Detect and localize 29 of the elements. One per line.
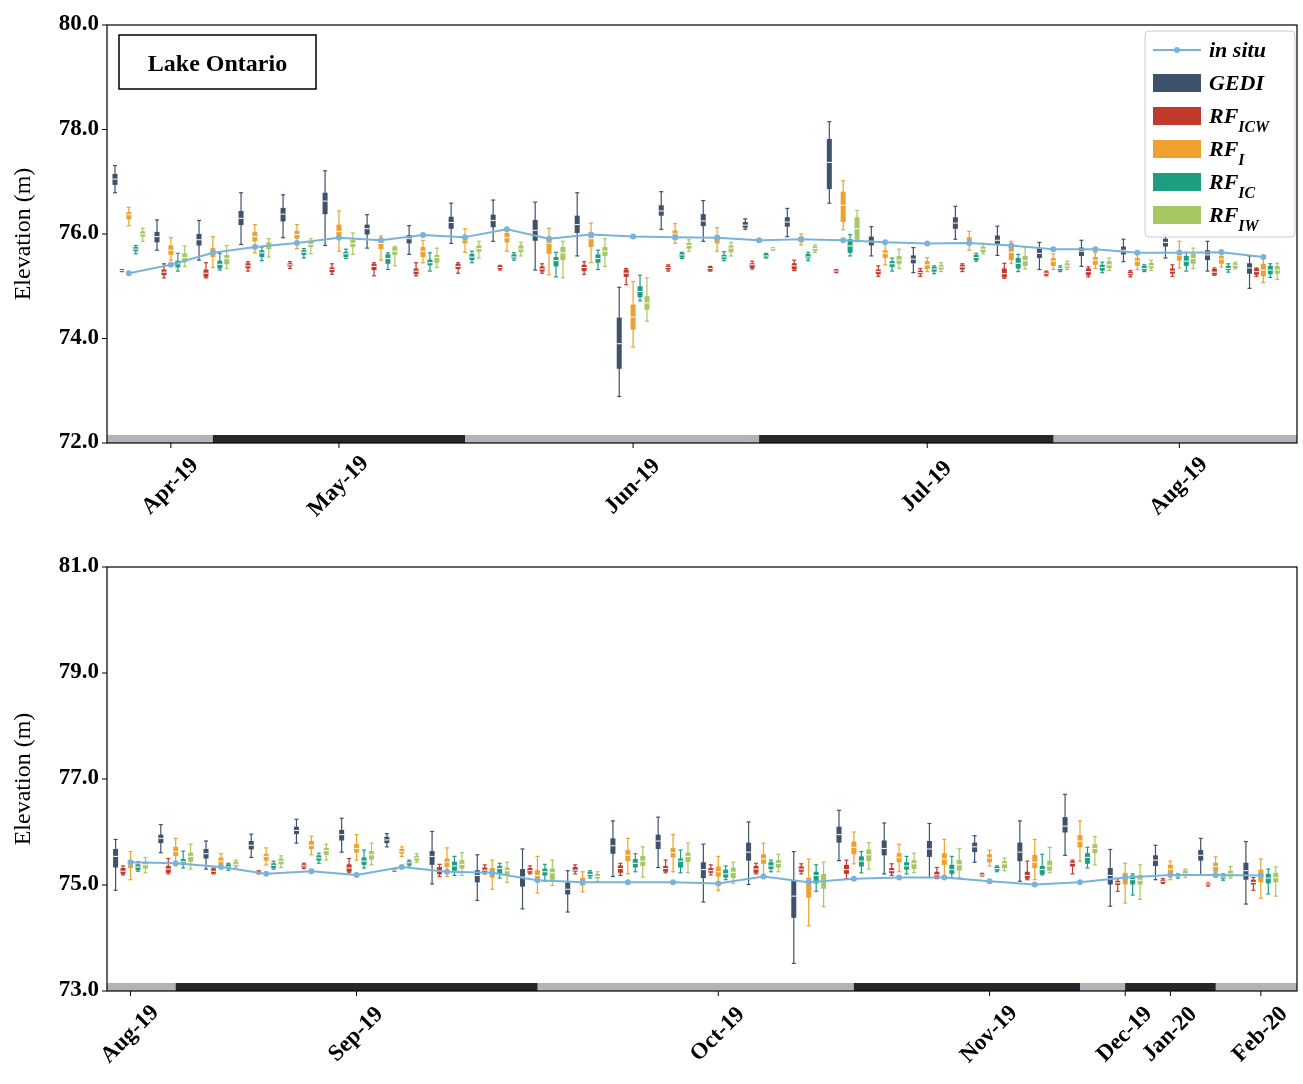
y-axis-title: Elevation (m) xyxy=(9,712,35,846)
point xyxy=(335,234,342,241)
y-tick-label: 77.0 xyxy=(58,764,99,790)
y-tick-label: 79.0 xyxy=(58,658,99,684)
point xyxy=(630,233,637,240)
y-tick-label: 80.0 xyxy=(58,10,99,36)
point xyxy=(293,239,300,246)
point xyxy=(840,237,847,244)
point xyxy=(1260,253,1267,260)
legend-label: RF$_{ICW}$ xyxy=(1208,103,1271,135)
point xyxy=(882,239,889,246)
legend-label: GEDI xyxy=(1209,70,1266,95)
point xyxy=(924,240,931,247)
annotation: Lake Ontario xyxy=(147,50,288,76)
y-tick-label: 81.0 xyxy=(58,552,99,578)
legend-label: RF$_{I}$ xyxy=(1208,136,1246,168)
point xyxy=(546,235,553,242)
point xyxy=(125,270,132,277)
y-tick-label: 72.0 xyxy=(58,428,99,454)
y-tick-label: 73.0 xyxy=(58,976,99,1002)
y-tick-label: 74.0 xyxy=(58,323,99,349)
y-tick-label: 76.0 xyxy=(58,219,99,245)
legend-label: RF$_{IC}$ xyxy=(1208,169,1256,201)
y-tick-label: 75.0 xyxy=(58,870,99,896)
y-tick-label: 78.0 xyxy=(58,114,99,140)
legend-label: RF$_{IW}$ xyxy=(1208,202,1260,234)
point xyxy=(588,231,595,238)
y-axis-title: Elevation (m) xyxy=(9,167,35,301)
legend-label: in situ xyxy=(1209,37,1266,62)
